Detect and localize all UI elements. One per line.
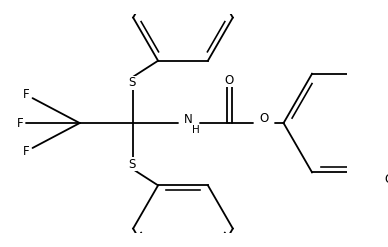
Text: O: O: [384, 173, 388, 186]
Text: S: S: [128, 77, 136, 89]
Text: O: O: [259, 112, 268, 125]
Text: S: S: [128, 158, 136, 170]
Text: N: N: [184, 113, 193, 126]
Text: F: F: [23, 88, 29, 101]
Text: F: F: [23, 145, 29, 158]
Text: F: F: [17, 117, 23, 130]
Text: O: O: [225, 74, 234, 87]
Text: H: H: [192, 125, 200, 135]
